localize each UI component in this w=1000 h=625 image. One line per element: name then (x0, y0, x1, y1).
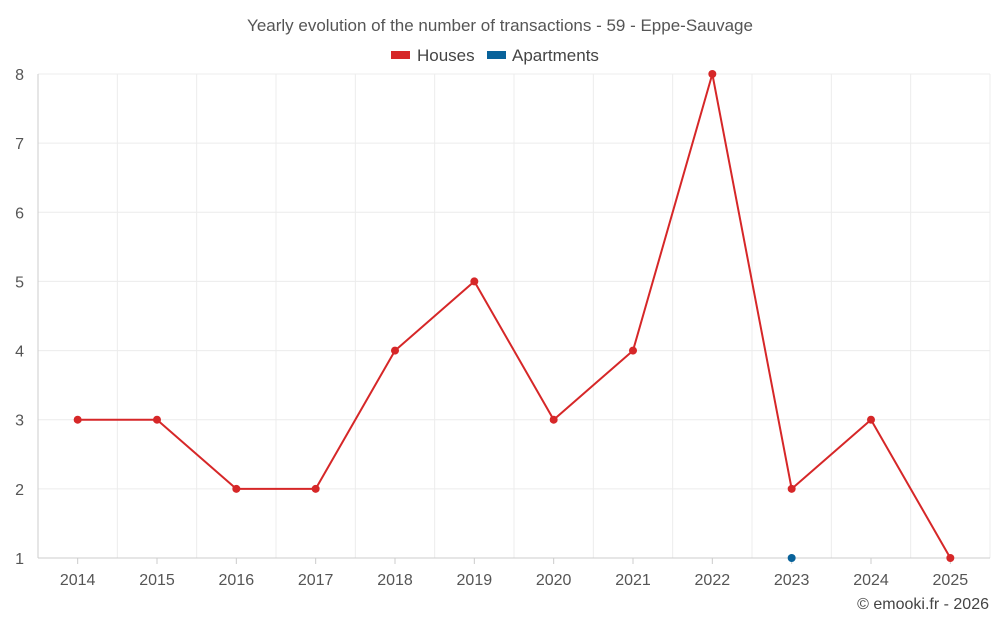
series-apartments (787, 554, 796, 562)
y-tick-label: 2 (15, 482, 24, 499)
x-tick-label: 2020 (536, 572, 572, 589)
data-point-houses[interactable] (470, 277, 479, 286)
x-tick-label: 2014 (60, 572, 96, 589)
y-tick-label: 1 (15, 551, 24, 568)
data-point-houses[interactable] (787, 484, 796, 493)
data-point-houses[interactable] (311, 484, 320, 493)
x-tick-labels: 2014 2015 2016 2017 2018 2019 2020 2021 2022 2023… (60, 572, 968, 589)
legend-swatch-apartments (487, 51, 506, 59)
legend-item-houses[interactable]: Houses (391, 46, 475, 65)
y-tick-label: 8 (15, 67, 24, 84)
data-point-houses[interactable] (232, 484, 241, 493)
x-tick-label: 2016 (219, 572, 255, 589)
credit: © emooki.fr - 2026 (857, 596, 989, 613)
x-tick-label: 2025 (933, 572, 969, 589)
y-tick-label: 6 (15, 205, 24, 222)
data-point-houses[interactable] (391, 346, 399, 355)
data-point-houses[interactable] (946, 554, 955, 562)
legend-label-houses: Houses (417, 46, 475, 65)
data-point-houses[interactable] (629, 346, 637, 355)
data-point-houses[interactable] (708, 70, 717, 78)
x-tick-label: 2023 (774, 572, 810, 589)
x-tick-label: 2021 (615, 572, 651, 589)
x-tick-label: 2018 (377, 572, 413, 589)
data-point-houses[interactable] (867, 415, 875, 424)
x-tick-label: 2019 (457, 572, 493, 589)
legend-swatch-houses (391, 51, 410, 59)
series-line-houses (77, 73, 952, 559)
x-tick-label: 2022 (695, 572, 731, 589)
y-tick-label: 7 (15, 136, 24, 153)
series (73, 70, 955, 562)
legend-label-apartments: Apartments (512, 46, 599, 65)
grid (38, 73, 991, 558)
axes (37, 74, 990, 564)
legend-item-apartments[interactable]: Apartments (487, 46, 599, 65)
series-houses (73, 70, 955, 562)
x-tick-label: 2024 (853, 572, 889, 589)
legend: Houses Apartments (391, 46, 599, 65)
data-point-houses[interactable] (549, 415, 558, 424)
x-tick-label: 2015 (139, 572, 175, 589)
data-point-houses[interactable] (153, 415, 161, 424)
y-tick-labels: 1 2 3 4 5 6 7 8 (15, 67, 24, 568)
data-point-apartments[interactable] (787, 554, 796, 562)
y-tick-label: 3 (15, 413, 24, 430)
chart-title: Yearly evolution of the number of transa… (247, 16, 753, 35)
data-point-houses[interactable] (73, 415, 82, 424)
y-tick-label: 5 (15, 274, 24, 291)
x-tick-label: 2017 (298, 572, 334, 589)
y-tick-label: 4 (15, 344, 24, 361)
